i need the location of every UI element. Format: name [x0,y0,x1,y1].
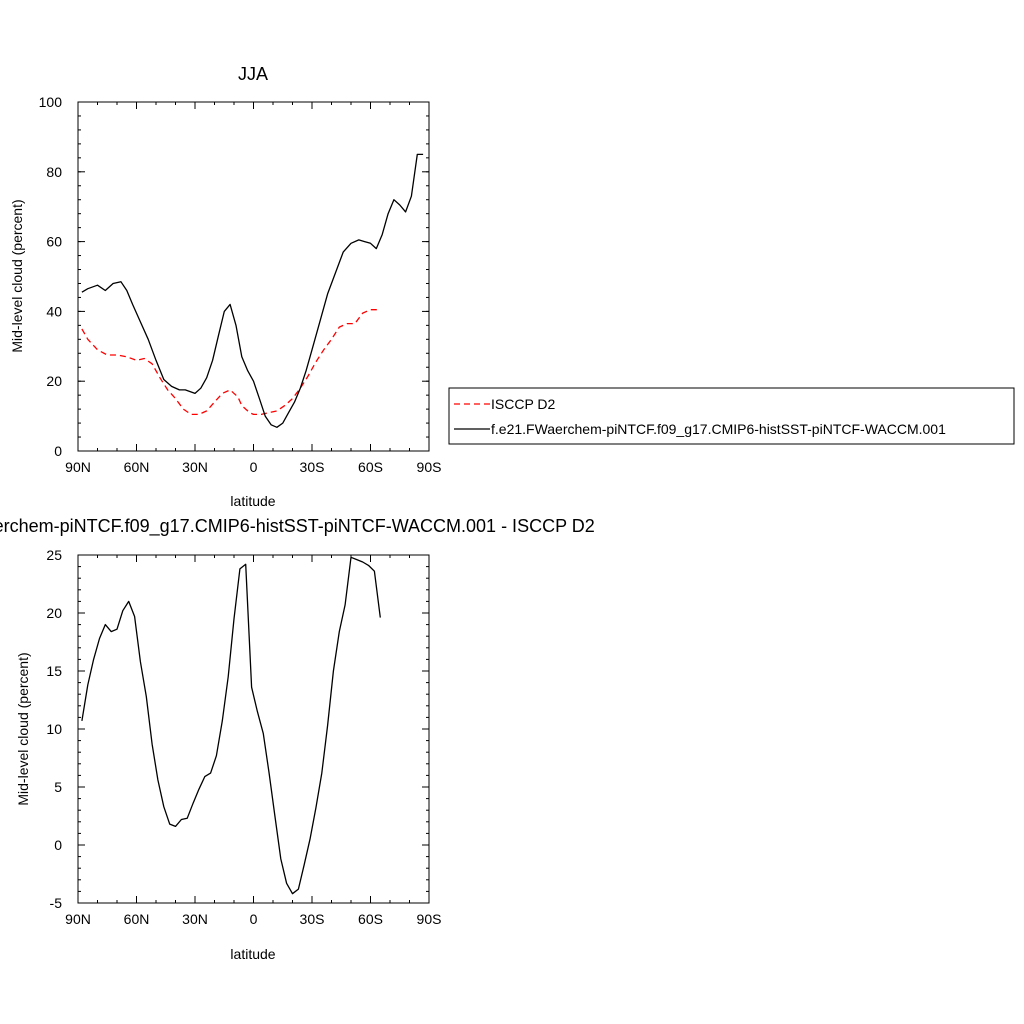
bottom-chart-panel: f.e21.FWaerchem-piNTCF.f09_g17.CMIP6-his… [0,516,595,962]
y-tick-label: 10 [46,721,62,737]
series-line-model [81,153,424,428]
x-tick-label: 30N [182,911,208,927]
y-tick-label: 0 [54,837,62,853]
x-tick-label: 30S [300,911,325,927]
x-tick-label: 60N [124,911,150,927]
y-tick-label: 60 [46,234,62,250]
top-chart-xlabel: latitude [230,493,275,509]
x-tick-label: 90N [65,459,91,475]
x-tick-label: 90S [417,911,442,927]
series-line-difference [81,556,381,895]
x-tick-label: 60S [358,459,383,475]
bottom-chart-title: f.e21.FWaerchem-piNTCF.f09_g17.CMIP6-his… [0,516,595,537]
y-tick-label: 25 [46,547,62,563]
legend-label-isccp: ISCCP D2 [491,396,556,412]
top-chart-plot-frame [77,101,430,452]
bottom-chart-xlabel: latitude [230,946,275,962]
legend-label-model: f.e21.FWaerchem-piNTCF.f09_g17.CMIP6-his… [491,421,946,437]
legend: ISCCP D2 f.e21.FWaerchem-piNTCF.f09_g17.… [448,387,1015,445]
x-tick-label: 90S [417,459,442,475]
y-tick-label: -5 [50,895,63,911]
x-tick-label: 30S [300,459,325,475]
x-tick-label: 0 [250,911,258,927]
top-chart-ticks: 90N 60N 30N 0 30S 60S 90S 0 20 40 60 80 100 [39,94,442,475]
top-chart-title: JJA [238,64,268,84]
x-tick-label: 90N [65,911,91,927]
legend-box [448,387,1015,445]
bottom-chart-ticks: 90N 60N 30N 0 30S 60S 90S -5 0 5 10 15 20 25 [46,547,441,927]
y-tick-label: 100 [39,94,63,110]
x-tick-label: 60N [124,459,150,475]
series-line-isccp [81,309,379,416]
y-tick-label: 0 [54,443,62,459]
x-tick-label: 60S [358,911,383,927]
top-chart-lines [81,153,424,428]
top-chart-ylabel: Mid-level cloud (percent) [9,199,25,352]
bottom-chart-ylabel: Mid-level cloud (percent) [15,652,31,805]
x-tick-label: 30N [182,459,208,475]
y-tick-label: 20 [46,373,62,389]
y-tick-label: 5 [54,779,62,795]
y-tick-label: 80 [46,164,62,180]
top-chart-panel: JJA 90N 60N 30N 0 30S 60S 90S 0 20 40 60 80 100 lati… [9,64,441,509]
x-tick-label: 0 [250,459,258,475]
y-tick-label: 20 [46,605,62,621]
y-tick-label: 15 [46,663,62,679]
bottom-chart-lines [81,556,381,895]
y-tick-label: 40 [46,303,62,319]
